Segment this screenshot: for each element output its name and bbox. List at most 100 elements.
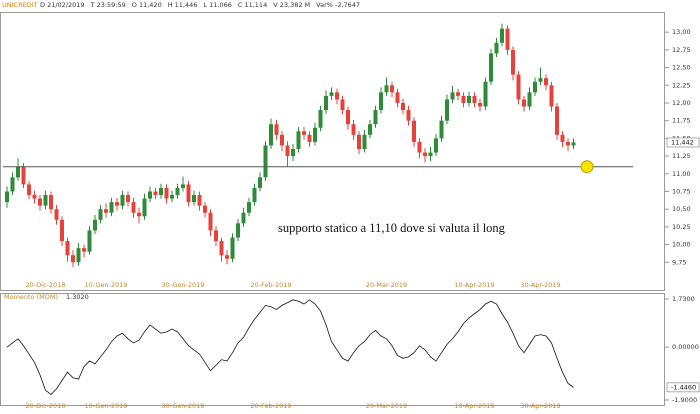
- candle-body: [65, 241, 70, 256]
- x-tick-label: 30-Apr-2019: [520, 402, 560, 410]
- legend-name: Momento (MOM): [4, 293, 58, 301]
- candle-body: [527, 92, 532, 107]
- x-tick-label: 30-Gen-2019: [162, 281, 205, 289]
- x-tick-label: 30-Gen-2019: [162, 402, 205, 410]
- candle-body: [137, 212, 141, 217]
- candle-body: [456, 92, 460, 96]
- candle-body: [54, 209, 59, 220]
- momentum-line: [6, 299, 574, 395]
- candle-body: [351, 124, 356, 135]
- price-panel: [0, 12, 665, 291]
- y-tick-label: 13,00: [672, 28, 691, 36]
- candle-body: [494, 42, 499, 54]
- candle-body: [478, 102, 482, 107]
- y-tick-label: 11,00: [672, 170, 691, 178]
- candle-body: [566, 141, 570, 146]
- momentum-panel: [0, 293, 665, 406]
- candle-body: [472, 95, 477, 103]
- x-tick-label: 10-Gen-2019: [85, 281, 128, 289]
- candle-body: [269, 124, 273, 146]
- x-tick-label: 20-Dic-2018: [26, 281, 66, 289]
- current-value-box: [666, 382, 700, 393]
- candle-body: [181, 184, 185, 188]
- candle-body: [307, 134, 312, 142]
- candle-body: [489, 53, 493, 82]
- x-tick-label: 20-Feb-2019: [250, 402, 291, 410]
- candle-body: [225, 255, 229, 259]
- candle-body: [483, 81, 488, 107]
- y-tick-label: 12,75: [672, 46, 691, 54]
- candle-body: [148, 191, 152, 199]
- candle-body: [27, 184, 31, 196]
- candle-body: [60, 219, 64, 242]
- candle-body: [120, 195, 125, 206]
- candle-body: [197, 195, 202, 206]
- x-tick-label: 20-Dic-2018: [26, 402, 66, 410]
- candle-body: [192, 195, 196, 203]
- x-tick-label: 30-Apr-2019: [520, 281, 560, 289]
- candle-body: [280, 134, 284, 146]
- candle-body: [571, 142, 576, 146]
- candle-body: [175, 187, 180, 196]
- candle-body: [395, 92, 400, 103]
- candle-body: [335, 92, 339, 100]
- y-tick-label: 12,00: [672, 99, 691, 107]
- y-tick-label: 9,75: [672, 258, 686, 266]
- candle-body: [357, 134, 361, 149]
- candle-body: [241, 212, 246, 224]
- candle-body: [296, 131, 301, 149]
- legend-value: 1.3020: [66, 293, 89, 301]
- x-tick-label: 10-Gen-2019: [85, 402, 128, 410]
- candle-body: [153, 191, 158, 196]
- candle-body: [164, 187, 169, 199]
- candle-body: [522, 99, 526, 107]
- candle-body: [533, 81, 537, 93]
- candle-body: [252, 187, 257, 203]
- header-field: C 11,114: [238, 1, 267, 9]
- candle-body: [208, 212, 213, 231]
- candle-body: [126, 195, 130, 203]
- candle-body: [258, 177, 262, 188]
- candle-body: [93, 219, 97, 231]
- y-tick-label: 10,50: [672, 205, 691, 213]
- candle-body: [274, 124, 279, 135]
- candle-body: [82, 248, 86, 252]
- candle-body: [76, 248, 81, 263]
- candle-body: [104, 209, 108, 213]
- candle-body: [434, 138, 438, 153]
- current-value-box: [666, 137, 700, 148]
- candle-body: [384, 85, 389, 93]
- x-tick-label: 20-Feb-2019: [250, 281, 291, 289]
- candle-body: [219, 241, 224, 256]
- candle-body: [98, 209, 103, 220]
- candle-body: [131, 202, 136, 213]
- candle-body: [38, 198, 42, 206]
- candle-body: [230, 237, 235, 259]
- candle-body: [263, 145, 268, 178]
- candle-body: [505, 28, 510, 50]
- candle-body: [21, 166, 26, 185]
- candle-body: [401, 102, 405, 111]
- candle-body: [544, 78, 548, 86]
- header-field: O 11,420: [132, 1, 162, 9]
- y-tick-label: 11,75: [672, 117, 691, 125]
- candle-body: [142, 198, 147, 217]
- candle-body: [450, 92, 455, 100]
- candle-body: [373, 110, 378, 125]
- header-field: H 11,446: [168, 1, 198, 9]
- candle-body: [186, 184, 191, 203]
- candle-body: [390, 85, 394, 93]
- candle-body: [109, 202, 114, 213]
- y-tick-label: -1.9000: [672, 396, 697, 404]
- candle-body: [417, 141, 422, 153]
- y-tick-label: 10,75: [672, 187, 691, 195]
- y-tick-label: 0.00000: [672, 343, 699, 351]
- candle-body: [362, 134, 367, 149]
- y-tick-label: 10,00: [672, 241, 691, 249]
- candle-body: [49, 195, 53, 210]
- candle-body: [318, 110, 323, 128]
- current-value-label: 11,442: [671, 138, 694, 146]
- candle-body: [5, 191, 9, 203]
- candle-body: [406, 110, 411, 121]
- candle-body: [324, 95, 328, 111]
